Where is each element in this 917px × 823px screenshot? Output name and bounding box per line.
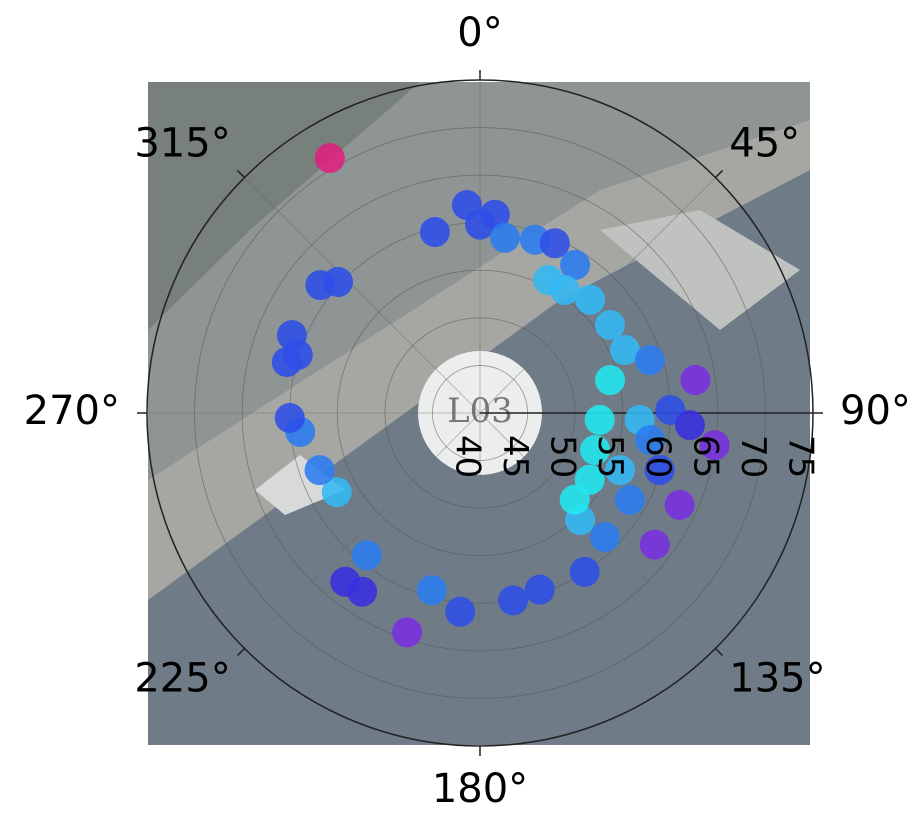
r-tick-label: 60 <box>638 435 678 478</box>
point <box>352 540 382 570</box>
point <box>323 267 353 297</box>
point <box>392 617 422 647</box>
point <box>635 345 665 375</box>
theta-tick-label: 225° <box>134 655 230 701</box>
theta-tick-label: 315° <box>134 121 230 167</box>
point <box>570 557 600 587</box>
r-tick-label: 45 <box>495 435 535 478</box>
point <box>665 490 695 520</box>
point <box>525 575 555 605</box>
point <box>585 405 615 435</box>
point <box>490 223 520 253</box>
r-tick-label: 40 <box>448 435 488 478</box>
point <box>615 485 645 515</box>
point <box>590 522 620 552</box>
chart: L03 40455055606570750°45°90°135°180°225°… <box>0 0 917 819</box>
point <box>315 143 345 173</box>
point <box>272 347 302 377</box>
point <box>277 320 307 350</box>
point <box>640 530 670 560</box>
grid <box>137 70 823 756</box>
theta-tick-label: 90° <box>840 388 911 434</box>
point <box>560 485 590 515</box>
point <box>680 365 710 395</box>
theta-tick-label: 270° <box>24 388 120 434</box>
point <box>417 575 447 605</box>
theta-tick-label: 45° <box>729 121 800 167</box>
r-tick-label: 55 <box>590 435 630 478</box>
point <box>330 567 360 597</box>
point <box>445 597 475 627</box>
point <box>305 455 335 485</box>
theta-tick-label: 180° <box>432 766 528 812</box>
theta-tick-label: 0° <box>457 10 502 56</box>
r-tick-label: 70 <box>733 435 773 478</box>
point <box>595 365 625 395</box>
point <box>275 403 305 433</box>
point <box>595 310 625 340</box>
point <box>575 285 605 315</box>
point <box>420 217 450 247</box>
r-tick-label: 75 <box>781 435 821 478</box>
point <box>498 585 528 615</box>
r-tick-label: 50 <box>543 435 583 478</box>
theta-tick-label: 135° <box>729 655 825 701</box>
r-tick-label: 65 <box>685 435 725 478</box>
